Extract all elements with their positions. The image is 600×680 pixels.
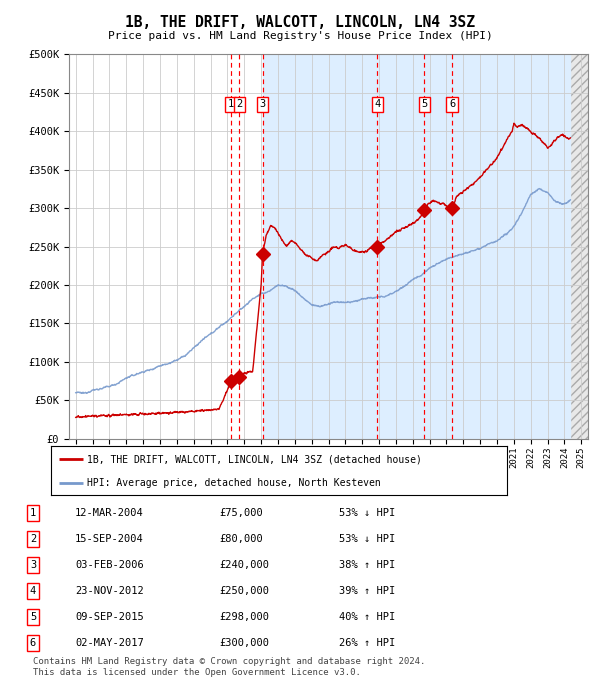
Text: 3: 3 bbox=[30, 560, 36, 570]
Text: £298,000: £298,000 bbox=[219, 612, 269, 622]
Text: 6: 6 bbox=[449, 99, 455, 109]
Text: 1: 1 bbox=[227, 99, 234, 109]
Text: 5: 5 bbox=[30, 612, 36, 622]
Text: 1B, THE DRIFT, WALCOTT, LINCOLN, LN4 3SZ: 1B, THE DRIFT, WALCOTT, LINCOLN, LN4 3SZ bbox=[125, 15, 475, 30]
Text: 1B, THE DRIFT, WALCOTT, LINCOLN, LN4 3SZ (detached house): 1B, THE DRIFT, WALCOTT, LINCOLN, LN4 3SZ… bbox=[88, 454, 422, 464]
Text: 26% ↑ HPI: 26% ↑ HPI bbox=[339, 638, 395, 647]
Text: 2: 2 bbox=[236, 99, 242, 109]
Text: 40% ↑ HPI: 40% ↑ HPI bbox=[339, 612, 395, 622]
Text: 02-MAY-2017: 02-MAY-2017 bbox=[75, 638, 144, 647]
Text: 12-MAR-2004: 12-MAR-2004 bbox=[75, 509, 144, 518]
Text: 2: 2 bbox=[30, 534, 36, 544]
Text: 1: 1 bbox=[30, 509, 36, 518]
Text: 53% ↓ HPI: 53% ↓ HPI bbox=[339, 509, 395, 518]
Text: £80,000: £80,000 bbox=[219, 534, 263, 544]
Text: 09-SEP-2015: 09-SEP-2015 bbox=[75, 612, 144, 622]
Text: 4: 4 bbox=[30, 586, 36, 596]
Text: 4: 4 bbox=[374, 99, 380, 109]
Text: 53% ↓ HPI: 53% ↓ HPI bbox=[339, 534, 395, 544]
Bar bbox=[263, 54, 570, 439]
Text: 39% ↑ HPI: 39% ↑ HPI bbox=[339, 586, 395, 596]
Text: 5: 5 bbox=[421, 99, 428, 109]
Text: £75,000: £75,000 bbox=[219, 509, 263, 518]
Text: Price paid vs. HM Land Registry's House Price Index (HPI): Price paid vs. HM Land Registry's House … bbox=[107, 31, 493, 41]
Bar bbox=[570, 54, 588, 439]
Text: 38% ↑ HPI: 38% ↑ HPI bbox=[339, 560, 395, 570]
Text: £300,000: £300,000 bbox=[219, 638, 269, 647]
Text: £240,000: £240,000 bbox=[219, 560, 269, 570]
Text: 15-SEP-2004: 15-SEP-2004 bbox=[75, 534, 144, 544]
Text: HPI: Average price, detached house, North Kesteven: HPI: Average price, detached house, Nort… bbox=[88, 478, 381, 488]
Text: £250,000: £250,000 bbox=[219, 586, 269, 596]
Text: Contains HM Land Registry data © Crown copyright and database right 2024.
This d: Contains HM Land Registry data © Crown c… bbox=[33, 657, 425, 677]
Text: 3: 3 bbox=[259, 99, 266, 109]
Text: 6: 6 bbox=[30, 638, 36, 647]
Text: 23-NOV-2012: 23-NOV-2012 bbox=[75, 586, 144, 596]
Text: 03-FEB-2006: 03-FEB-2006 bbox=[75, 560, 144, 570]
